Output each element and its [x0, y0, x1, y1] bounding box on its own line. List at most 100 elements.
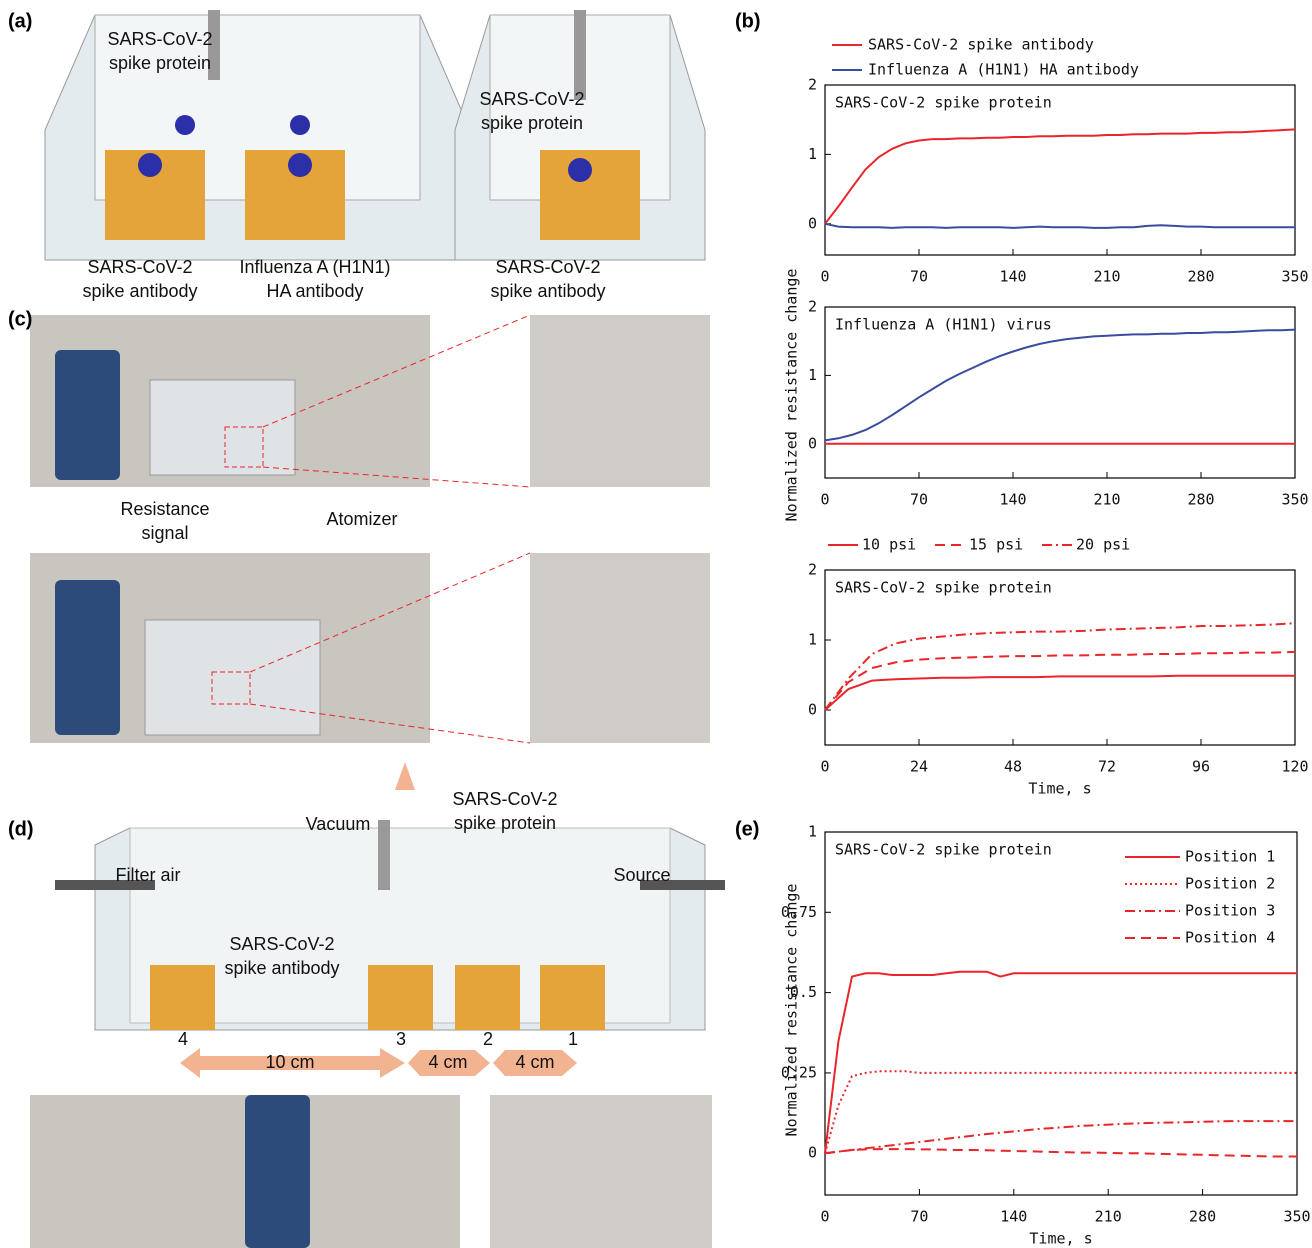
phone: [55, 350, 120, 480]
diagram-label: SARS-CoV-2: [495, 257, 600, 277]
x-tick-label: 70: [910, 491, 928, 509]
y-tick-label: 0: [808, 701, 817, 719]
diagram-label: Resistance: [120, 499, 209, 519]
y-tick-label: 0: [808, 434, 817, 452]
legend-label: Position 1: [1185, 848, 1275, 866]
x-tick-label: 210: [1093, 268, 1120, 286]
diagram-label: Atomizer: [326, 509, 397, 529]
legend-label: SARS-CoV-2 spike antibody: [868, 36, 1094, 54]
line-series: [825, 1149, 1297, 1156]
tunnel: [55, 762, 725, 1078]
x-tick-label: 140: [1000, 1208, 1027, 1226]
legend-label: Influenza A (H1N1) HA antibody: [868, 61, 1139, 79]
legend-label: 15 psi: [969, 536, 1023, 554]
x-tick-label: 350: [1283, 1208, 1310, 1226]
diagram-label: SARS-CoV-2: [107, 29, 212, 49]
panel-label: (a): [8, 10, 32, 32]
diagram-label: HA antibody: [266, 281, 363, 301]
line-series: [825, 676, 1295, 710]
y-axis-label: Normalized resistance change: [783, 884, 801, 1137]
y-tick-label: 2: [808, 561, 817, 579]
x-tick-label: 280: [1189, 1208, 1216, 1226]
x-tick-label: 72: [1098, 758, 1116, 776]
x-tick-label: 0: [820, 268, 829, 286]
x-tick-label: 120: [1281, 758, 1308, 776]
diagram-label: Filter air: [115, 865, 180, 885]
x-tick-label: 0: [820, 491, 829, 509]
panel-label: (d): [8, 818, 34, 840]
diagram-label: SARS-CoV-2: [87, 257, 192, 277]
panel-label: (b): [735, 10, 761, 32]
annotation: SARS-CoV-2 spike protein: [835, 579, 1052, 597]
y-tick-label: 1: [808, 145, 817, 163]
annotation: SARS-CoV-2 spike protein: [835, 841, 1052, 859]
x-tick-label: 280: [1187, 491, 1214, 509]
line-series: [825, 330, 1295, 441]
panel-label: (c): [8, 308, 32, 330]
line-series: [825, 224, 1295, 228]
diagram-label: Vacuum: [306, 814, 371, 834]
y-tick-label: 1: [808, 631, 817, 649]
panel-label: (e): [735, 818, 759, 840]
diagram-label: 10 cm: [265, 1052, 314, 1072]
diagram-label: spike antibody: [224, 958, 339, 978]
x-tick-label: 70: [910, 1208, 928, 1226]
diagram-label: Source: [613, 865, 670, 885]
diagram-label: SARS-CoV-2: [479, 89, 584, 109]
box: [145, 620, 320, 735]
photo-zoom: [530, 315, 710, 487]
line-series: [825, 1071, 1297, 1153]
y-axis-label: Normalized resistance change: [783, 269, 801, 522]
y-tick-label: 2: [808, 298, 817, 316]
diagram-label: 2: [483, 1029, 493, 1049]
diagram-label: spike protein: [109, 53, 211, 73]
diagram-label: SARS-CoV-2: [229, 934, 334, 954]
diagram-label: 4: [178, 1029, 188, 1049]
phone: [245, 1095, 310, 1248]
annotation: SARS-CoV-2 spike protein: [835, 94, 1052, 112]
x-tick-label: 350: [1281, 268, 1308, 286]
diagram-label: 4 cm: [428, 1052, 467, 1072]
x-tick-label: 96: [1192, 758, 1210, 776]
legend-label: Position 4: [1185, 929, 1275, 947]
diagram-label: spike protein: [454, 813, 556, 833]
legend-label: Position 2: [1185, 875, 1275, 893]
diagram-label: 1: [568, 1029, 578, 1049]
y-tick-label: 0: [808, 214, 817, 232]
x-tick-label: 210: [1095, 1208, 1122, 1226]
legend-label: Position 3: [1185, 902, 1275, 920]
x-tick-label: 140: [999, 268, 1026, 286]
chamber-a-right: [455, 10, 705, 260]
diagram-label: signal: [141, 523, 188, 543]
y-tick-label: 2: [808, 76, 817, 94]
x-tick-label: 48: [1004, 758, 1022, 776]
figure-canvas: (a) (b) (c) (d) (e) SARS-CoV-2 spike protein SA…: [0, 0, 1312, 1248]
y-tick-label: 1: [808, 823, 817, 841]
box: [150, 380, 295, 475]
line-series: [825, 129, 1295, 223]
figure: (a) (b) (c) (d) (e) SARS-CoV-2 spike protein SA…: [0, 0, 1312, 1248]
photo-zoom: [530, 553, 710, 743]
legend-label: 20 psi: [1076, 536, 1130, 554]
diagram-label: 4 cm: [515, 1052, 554, 1072]
diagram-label: spike antibody: [82, 281, 197, 301]
line-series: [825, 972, 1297, 1153]
x-tick-label: 140: [999, 491, 1026, 509]
phone: [55, 580, 120, 735]
x-tick-label: 210: [1093, 491, 1120, 509]
x-tick-label: 350: [1281, 491, 1308, 509]
x-tick-label: 280: [1187, 268, 1214, 286]
x-axis-label: Time, s: [1029, 1230, 1092, 1248]
y-tick-label: 1: [808, 366, 817, 384]
x-tick-label: 24: [910, 758, 928, 776]
line-series: [825, 652, 1295, 710]
line-series: [825, 623, 1295, 710]
photo-zoom: [490, 1095, 712, 1248]
diagram-label: spike antibody: [490, 281, 605, 301]
diagram-label: 3: [396, 1029, 406, 1049]
x-axis-label: Time, s: [1028, 780, 1091, 798]
annotation: Influenza A (H1N1) virus: [835, 316, 1052, 334]
x-tick-label: 0: [820, 758, 829, 776]
x-tick-label: 0: [820, 1208, 829, 1226]
diagram-label: Influenza A (H1N1): [239, 257, 390, 277]
